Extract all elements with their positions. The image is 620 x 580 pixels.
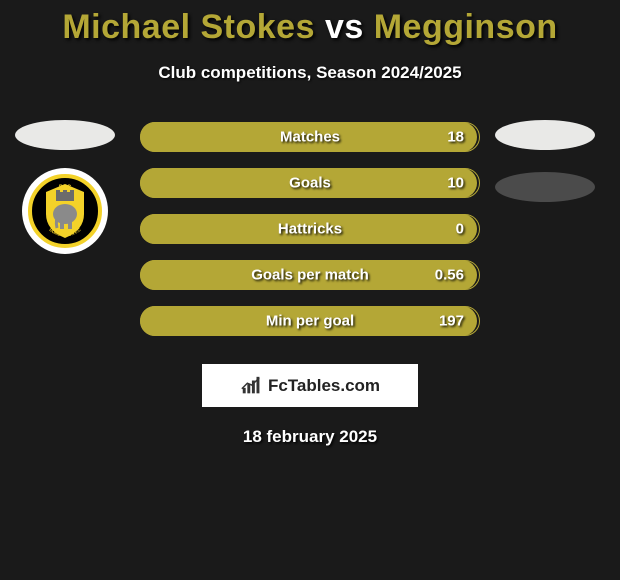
page-title: Michael Stokes vs Megginson — [0, 8, 620, 47]
club-crest: DFC DUMBARTON F.C — [22, 168, 108, 254]
stat-value: 197 — [439, 313, 464, 330]
stat-value: 10 — [447, 175, 464, 192]
bar-chart-icon — [240, 375, 262, 397]
vs-separator: vs — [315, 8, 374, 46]
crest-text-top: DFC — [59, 185, 72, 191]
team-pill-right-a — [495, 120, 595, 150]
stat-row: Hattricks 0 — [140, 214, 480, 244]
stat-row: Goals per match 0.56 — [140, 260, 480, 290]
date-label: 18 february 2025 — [0, 427, 620, 447]
stat-label: Matches — [280, 129, 340, 146]
player-b-name: Megginson — [374, 8, 558, 46]
subtitle: Club competitions, Season 2024/2025 — [0, 63, 620, 83]
stat-row: Goals 10 — [140, 168, 480, 198]
stat-bars: Matches 18 Goals 10 Hattricks 0 Goals per matc… — [140, 122, 480, 352]
stat-row: Min per goal 197 — [140, 306, 480, 336]
brand-badge: FcTables.com — [202, 364, 418, 407]
stat-value: 18 — [447, 129, 464, 146]
club-crest-icon: DFC DUMBARTON F.C — [32, 178, 98, 244]
left-column: DFC DUMBARTON F.C — [10, 120, 120, 254]
brand-text: FcTables.com — [268, 376, 380, 396]
stat-label: Goals per match — [251, 267, 369, 284]
player-a-name: Michael Stokes — [62, 8, 315, 46]
club-crest-inner: DFC DUMBARTON F.C — [28, 174, 102, 248]
stat-label: Goals — [289, 175, 331, 192]
comparison-card: Michael Stokes vs Megginson Club competi… — [0, 0, 620, 83]
stat-value: 0.56 — [435, 267, 464, 284]
team-pill-left — [15, 120, 115, 150]
team-pill-right-b — [495, 172, 595, 202]
stat-label: Min per goal — [266, 313, 354, 330]
stat-label: Hattricks — [278, 221, 342, 238]
right-column — [490, 120, 600, 202]
stat-row: Matches 18 — [140, 122, 480, 152]
stat-value: 0 — [456, 221, 464, 238]
